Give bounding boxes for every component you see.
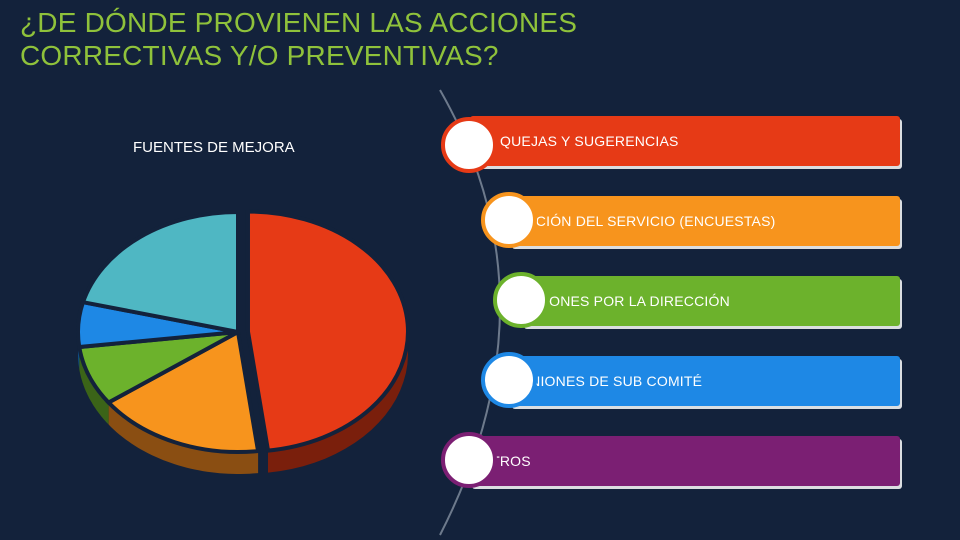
list-item-medicion-circle bbox=[481, 192, 537, 248]
list-item-reuniones-bar: REUNIONES DE SUB COMITÉ bbox=[500, 356, 900, 406]
pie-slice bbox=[80, 209, 240, 335]
list-item-reuniones-circle bbox=[481, 352, 537, 408]
pie-slice-side bbox=[108, 402, 259, 474]
list-item-quejas-label: QUEJAS Y SUGERENCIAS bbox=[500, 133, 679, 149]
list-item-quejas-bar: QUEJAS Y SUGERENCIAS bbox=[470, 116, 900, 166]
list-item-revisiones-label: REVISIONES POR LA DIRECCIÓN bbox=[502, 293, 730, 309]
chart-title: FUENTES DE MEJORA bbox=[133, 139, 295, 156]
list-item-quejas-circle bbox=[441, 117, 497, 173]
slide-title: ¿DE DÓNDE PROVIENEN LAS ACCIONES CORRECT… bbox=[20, 6, 740, 72]
list-item-medicion-label: MEDICIÓN DEL SERVICIO (ENCUESTAS) bbox=[500, 213, 776, 229]
list-item-medicion-bar: MEDICIÓN DEL SERVICIO (ENCUESTAS) bbox=[500, 196, 900, 246]
pie-slice bbox=[245, 209, 410, 453]
slide-title-line-1: ¿DE DÓNDE PROVIENEN LAS ACCIONES bbox=[20, 7, 578, 38]
list-item-revisiones-circle bbox=[493, 272, 549, 328]
pie-slice bbox=[105, 328, 261, 454]
slide-title-line-2: CORRECTIVAS Y/O PREVENTIVAS? bbox=[20, 40, 499, 71]
list-item-revisiones-bar: REVISIONES POR LA DIRECCIÓN bbox=[502, 276, 900, 326]
list-item-otros-circle bbox=[441, 432, 497, 488]
pie-slice-side bbox=[268, 333, 408, 473]
list-item-reuniones-label: REUNIONES DE SUB COMITÉ bbox=[500, 373, 703, 389]
list-item-otros-bar: OTROS bbox=[470, 436, 900, 486]
